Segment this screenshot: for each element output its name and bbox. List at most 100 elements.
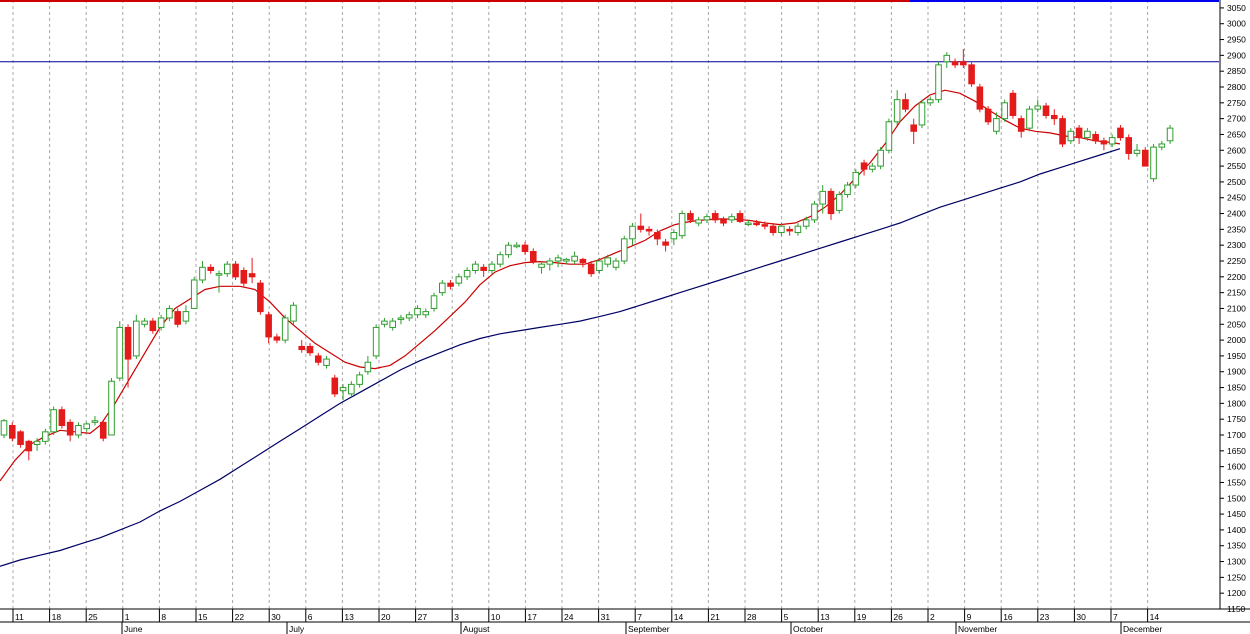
candle-body-down [761, 224, 769, 227]
candle [1141, 147, 1149, 167]
candle [951, 58, 959, 69]
x-tick-label: 5 [784, 612, 789, 622]
y-tick-label: 2900 [1227, 50, 1246, 60]
candle-body-up [281, 317, 289, 341]
candle-body-up [430, 295, 438, 309]
candle [1034, 99, 1042, 113]
y-tick-label: 3050 [1227, 3, 1246, 13]
candle-body-up [1084, 130, 1091, 139]
candle [116, 321, 124, 382]
y-tick-label: 2650 [1227, 129, 1246, 139]
candle-body-up [1067, 130, 1075, 142]
candle-body-down [447, 282, 454, 287]
candle [554, 254, 562, 268]
candle-body-up [364, 361, 372, 373]
y-tick-label: 2400 [1227, 209, 1246, 219]
candle [323, 355, 330, 369]
candle [794, 223, 802, 236]
candle-body-up [596, 260, 603, 271]
candle [25, 439, 33, 461]
candle-body-up [397, 317, 405, 320]
candle [339, 384, 347, 401]
x-tick-label: 17 [527, 612, 537, 622]
candle-body-up [166, 307, 173, 319]
candle [819, 185, 827, 214]
candle-body-up [182, 311, 190, 322]
candle [538, 261, 545, 274]
candle [943, 52, 951, 69]
candle [612, 257, 620, 271]
candle-body-down [1009, 92, 1017, 116]
candle-body-up [926, 99, 934, 104]
candle-body-down [124, 326, 132, 360]
candle-body-up [108, 380, 115, 436]
candle-body-down [8, 425, 16, 439]
candle-body-down [687, 213, 694, 221]
candle-body-down [654, 232, 661, 240]
y-tick-label: 2150 [1227, 288, 1246, 298]
candle [223, 261, 231, 277]
candle [50, 406, 57, 435]
y-tick-label: 2250 [1227, 256, 1246, 266]
candle-body-down [521, 244, 529, 253]
candle-body-up [678, 213, 686, 237]
candle [372, 324, 380, 360]
candle-body-up [802, 219, 810, 227]
candle-body-up [190, 279, 198, 309]
candle [596, 257, 603, 274]
x-tick-label: 13 [344, 612, 354, 622]
candle-body-down [58, 409, 66, 427]
candle [811, 200, 818, 224]
y-tick-label: 2500 [1227, 177, 1246, 187]
candle [769, 223, 777, 236]
candle [240, 267, 248, 287]
candle [505, 242, 512, 258]
candle [662, 238, 669, 252]
candle [273, 333, 281, 344]
candle [1125, 134, 1133, 160]
candle-body-up [819, 190, 827, 205]
candle [513, 242, 521, 249]
y-tick-label: 1950 [1227, 351, 1246, 361]
candle-body-up [339, 387, 347, 392]
candle [753, 219, 760, 227]
y-tick-label: 1250 [1227, 572, 1246, 582]
candle-body-down [1117, 127, 1124, 139]
candle-body-up [885, 121, 893, 151]
y-tick-label: 1550 [1227, 477, 1246, 487]
candle-body-up [703, 216, 711, 221]
candle-body-up [323, 358, 330, 366]
candle-body-up [157, 317, 165, 328]
candle [827, 188, 835, 220]
candle [99, 420, 107, 442]
candle [571, 251, 578, 265]
candle-body-down [769, 225, 777, 234]
candle [33, 438, 41, 451]
candle [604, 254, 612, 268]
candle [331, 374, 339, 398]
candle-body-up [670, 232, 678, 240]
y-tick-label: 1900 [1227, 367, 1246, 377]
candle [1150, 143, 1157, 182]
candle-body-down [910, 124, 918, 132]
candle [364, 355, 372, 375]
candle [993, 112, 1000, 135]
candle-body-up [496, 254, 504, 265]
y-tick-label: 1500 [1227, 493, 1246, 503]
candle [869, 162, 876, 173]
candle [0, 419, 8, 439]
candle [157, 314, 165, 331]
candle [124, 324, 132, 388]
x-tick-label: 8 [161, 612, 166, 622]
candle [720, 216, 727, 227]
candle-body-down [66, 421, 74, 436]
candle [8, 422, 16, 442]
candle-body-up [554, 257, 562, 262]
candle-body-down [976, 86, 984, 110]
candle-body-up [199, 266, 206, 281]
candles [0, 49, 1174, 461]
candle [902, 93, 909, 113]
candle-body-down [786, 228, 793, 232]
candle [703, 213, 711, 224]
x-tick-label: 26 [893, 612, 903, 622]
